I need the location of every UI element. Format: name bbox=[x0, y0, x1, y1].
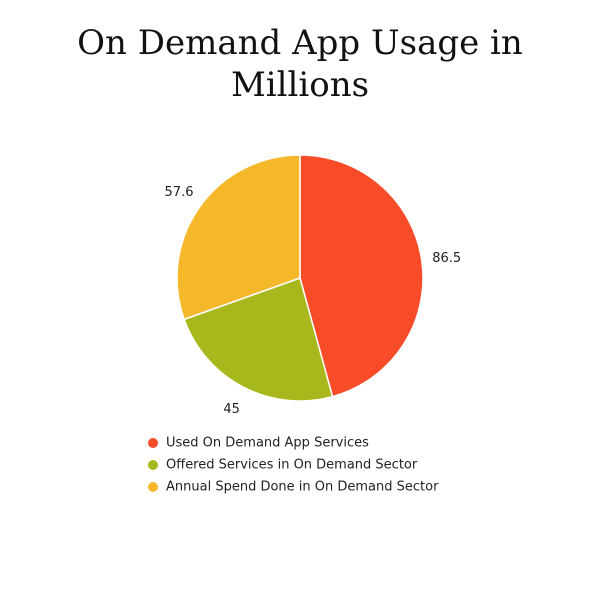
pie-slice bbox=[183, 277, 334, 402]
legend-marker bbox=[148, 460, 158, 470]
data-label: 86.5 bbox=[432, 251, 461, 266]
chart-title: On Demand App Usage in Millions bbox=[77, 23, 523, 105]
data-label: 57.6 bbox=[165, 185, 194, 200]
data-label: 45 bbox=[223, 402, 240, 417]
legend-label: Offered Services in On Demand Sector bbox=[166, 458, 418, 473]
legend-label: Annual Spend Done in On Demand Sector bbox=[166, 480, 439, 495]
pie-slice bbox=[299, 154, 424, 398]
legend-label: Used On Demand App Services bbox=[166, 436, 369, 451]
pie-slice bbox=[176, 154, 301, 321]
legend-marker bbox=[148, 438, 158, 448]
legend-marker bbox=[148, 482, 158, 492]
